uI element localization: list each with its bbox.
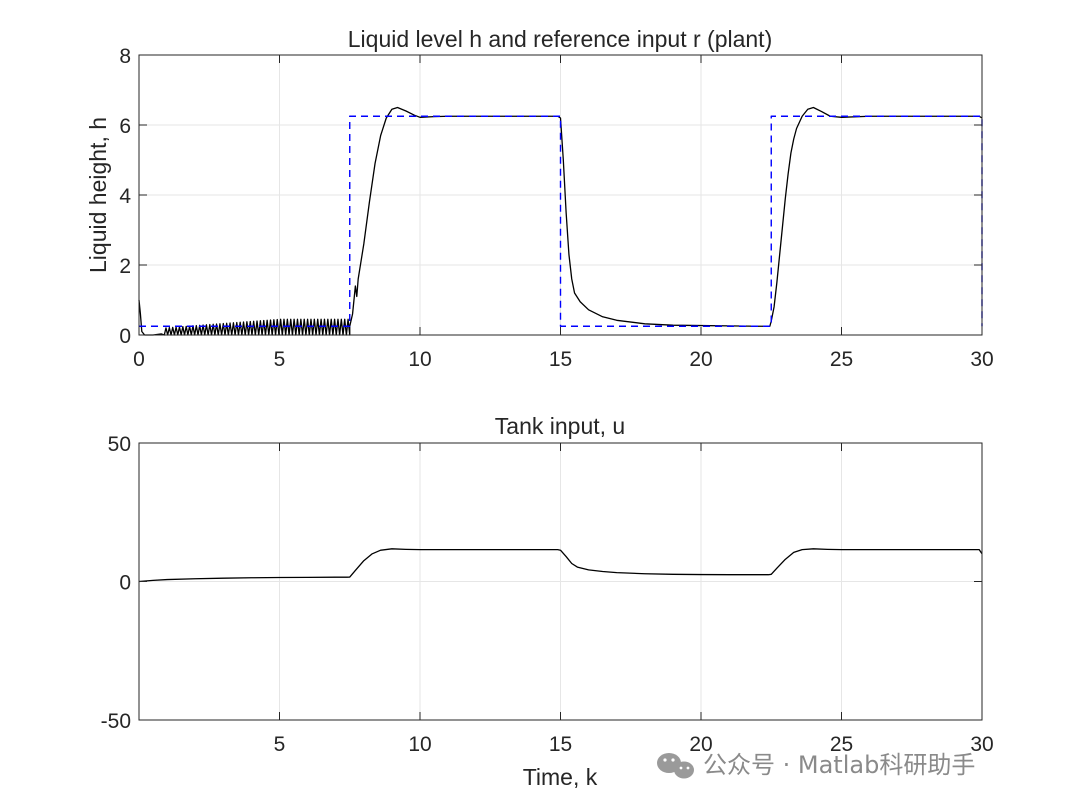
level-series-reference-line [139,115,983,327]
input-series [138,548,983,583]
input-chart-title: Tank input, u [495,413,625,439]
input-x-tick-label: 5 [274,733,286,756]
level-x-tick-label: 0 [133,348,145,371]
level-x-tick-label: 15 [549,348,572,371]
level-x-tick-label: 20 [689,348,712,371]
input-x-tick-label: 25 [830,733,853,756]
level-x-tick-label: 10 [408,348,431,371]
input-x-tick-label: 15 [549,733,572,756]
input-x-axis-label: Time, k [523,764,598,790]
input-x-tick-label: 20 [689,733,712,756]
watermark-text: 公众号 · Matlab科研助手 [703,751,975,779]
input-ticks: 5 10 15 20 25 30 -50 0 50 [101,433,994,756]
level-y-tick-label: 6 [119,115,131,138]
input-series-response-line [138,548,983,583]
level-x-tick-label: 25 [830,348,853,371]
level-y-tick-label: 0 [119,325,131,348]
level-y-tick-label: 4 [119,185,131,208]
wechat-icon [657,753,694,779]
level-axes: 0 5 10 15 20 25 30 0 2 4 6 8 Liquid level h and ref… [85,26,994,371]
input-x-tick-label: 10 [408,733,431,756]
level-series [138,106,983,336]
level-y-tick-label: 8 [119,45,131,68]
level-chart-title: Liquid level h and reference input r (pl… [348,26,772,52]
level-x-tick-label: 30 [970,348,993,371]
input-axes: 5 10 15 20 25 30 -50 0 50 Tank input, u Time, k [101,413,994,790]
level-ticks: 0 5 10 15 20 25 30 0 2 4 6 8 [119,45,993,371]
level-x-tick-label: 5 [274,348,286,371]
watermark: 公众号 · Matlab科研助手 [657,751,975,779]
input-y-tick-label: -50 [101,710,131,733]
input-y-tick-label: 0 [119,572,131,595]
level-y-axis-label: Liquid height, h [85,117,111,273]
input-x-tick-label: 30 [970,733,993,756]
level-y-tick-label: 2 [119,255,131,278]
input-y-tick-label: 50 [108,433,131,456]
